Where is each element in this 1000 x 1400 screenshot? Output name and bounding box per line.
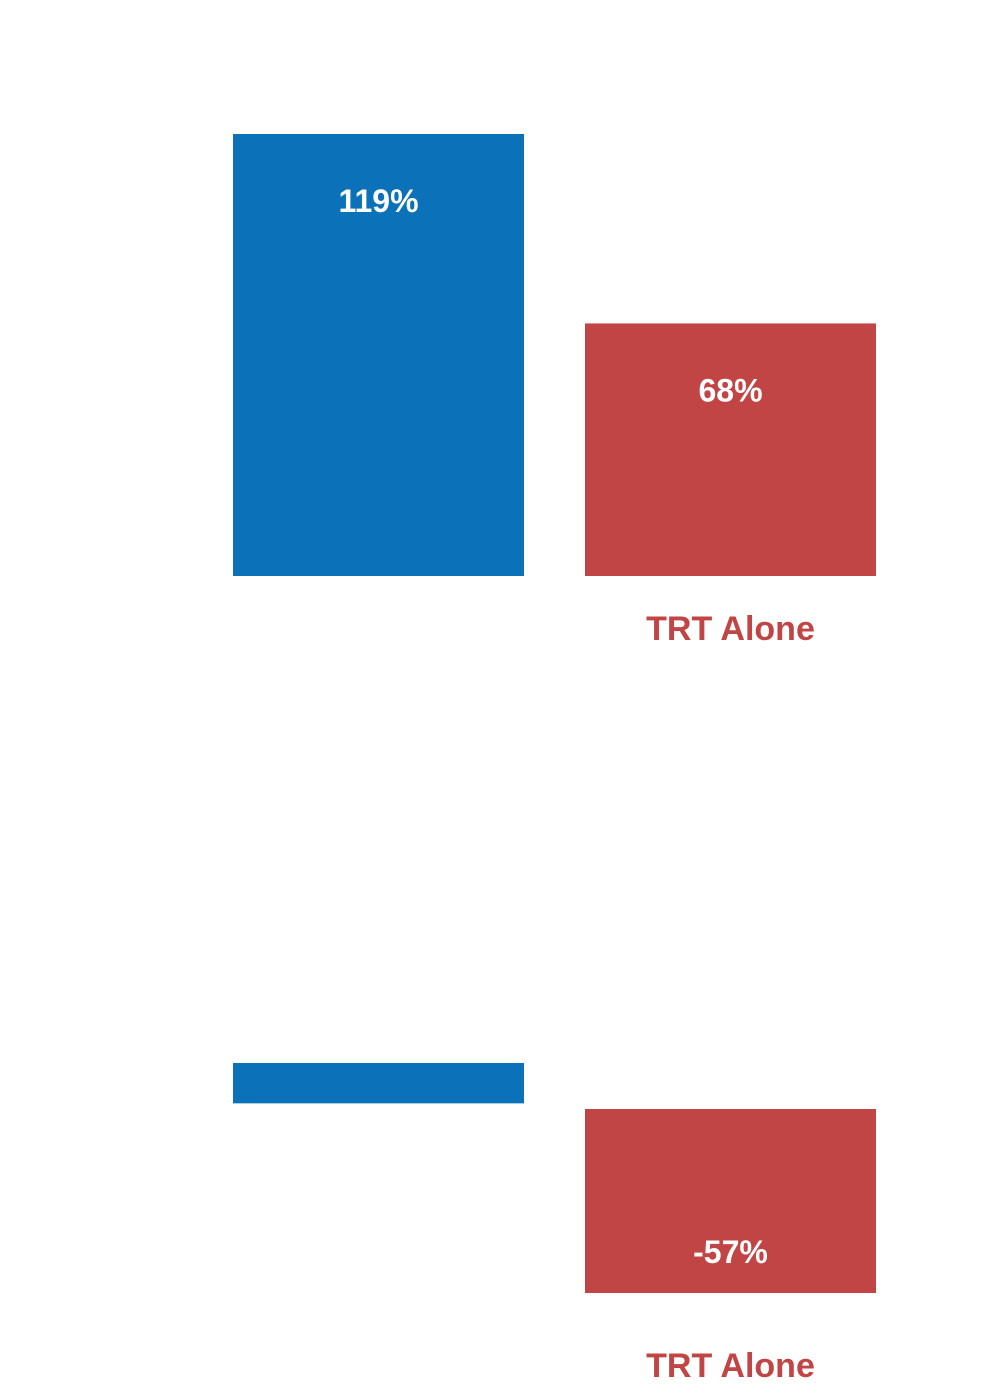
bar-value-label: 119%	[338, 183, 418, 219]
bar-value-label: -57%	[693, 1234, 768, 1270]
bar-trt-alone	[585, 323, 876, 576]
chart-2: -57% TRT Alone	[233, 1063, 876, 1385]
bar-blue	[233, 134, 524, 576]
bar-blue	[233, 1063, 524, 1104]
category-label: TRT Alone	[646, 1347, 815, 1385]
category-label: TRT Alone	[646, 610, 815, 648]
bar-value-label: 68%	[698, 372, 762, 408]
bar-trt-alone	[585, 1109, 876, 1293]
chart-1: 119% 68% TRT Alone	[233, 134, 876, 648]
